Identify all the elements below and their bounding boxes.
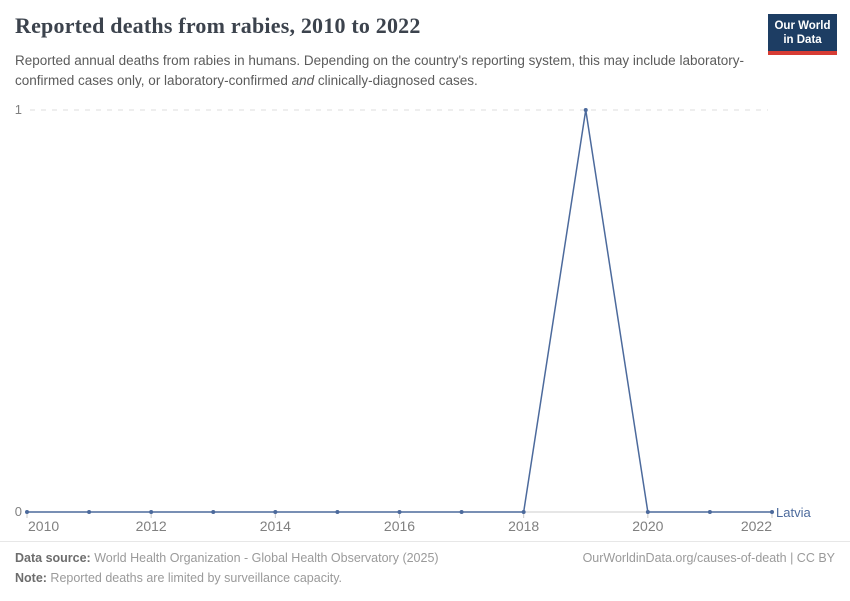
- data-source-text: World Health Organization - Global Healt…: [90, 551, 439, 565]
- x-tick-label: 2016: [384, 518, 415, 534]
- subtitle-text-2: clinically-diagnosed cases.: [314, 72, 478, 88]
- y-tick-label-0: 0: [14, 504, 22, 519]
- series-line-latvia[interactable]: [27, 109, 772, 513]
- y-tick-label-1: 1: [14, 102, 22, 117]
- data-point[interactable]: [87, 510, 92, 514]
- data-point[interactable]: [770, 510, 774, 514]
- data-point[interactable]: [521, 510, 526, 514]
- subtitle-text-1: Reported annual deaths from rabies in hu…: [15, 53, 744, 88]
- data-source-line: Data source: World Health Organization -…: [15, 551, 439, 565]
- data-point[interactable]: [583, 108, 588, 112]
- x-tick-label: 2018: [508, 518, 539, 534]
- chart-title: Reported deaths from rabies, 2010 to 202…: [15, 13, 421, 38]
- data-point[interactable]: [335, 510, 340, 514]
- owid-logo-line-1: Our World: [774, 20, 831, 32]
- note-line: Note: Reported deaths are limited by sur…: [15, 571, 342, 585]
- data-point[interactable]: [397, 510, 402, 514]
- subtitle-italic-word: and: [291, 72, 315, 88]
- owid-logo[interactable]: Our World in Data: [768, 14, 837, 55]
- x-tick-label: 2010: [28, 518, 59, 534]
- x-tick-label: 2022: [741, 518, 772, 534]
- data-point[interactable]: [149, 510, 154, 514]
- data-point[interactable]: [25, 510, 29, 514]
- note-label: Note:: [15, 571, 47, 585]
- chart-subtitle: Reported annual deaths from rabies in hu…: [15, 51, 750, 90]
- entity-label[interactable]: Latvia: [776, 505, 811, 520]
- data-point[interactable]: [645, 510, 650, 514]
- note-text: Reported deaths are limited by surveilla…: [46, 571, 343, 585]
- x-tick-label: 2020: [632, 518, 663, 534]
- data-point[interactable]: [273, 510, 278, 514]
- data-point[interactable]: [211, 510, 216, 514]
- chart-footer: Data source: World Health Organization -…: [0, 541, 850, 601]
- x-tick-label: 2014: [260, 518, 291, 534]
- owid-logo-line-2: in Data: [783, 34, 822, 46]
- data-point[interactable]: [459, 510, 464, 514]
- data-point[interactable]: [707, 510, 712, 514]
- owid-url-link[interactable]: OurWorldinData.org/causes-of-death | CC …: [582, 551, 835, 565]
- x-tick-label: 2012: [136, 518, 167, 534]
- data-source-label: Data source:: [15, 551, 91, 565]
